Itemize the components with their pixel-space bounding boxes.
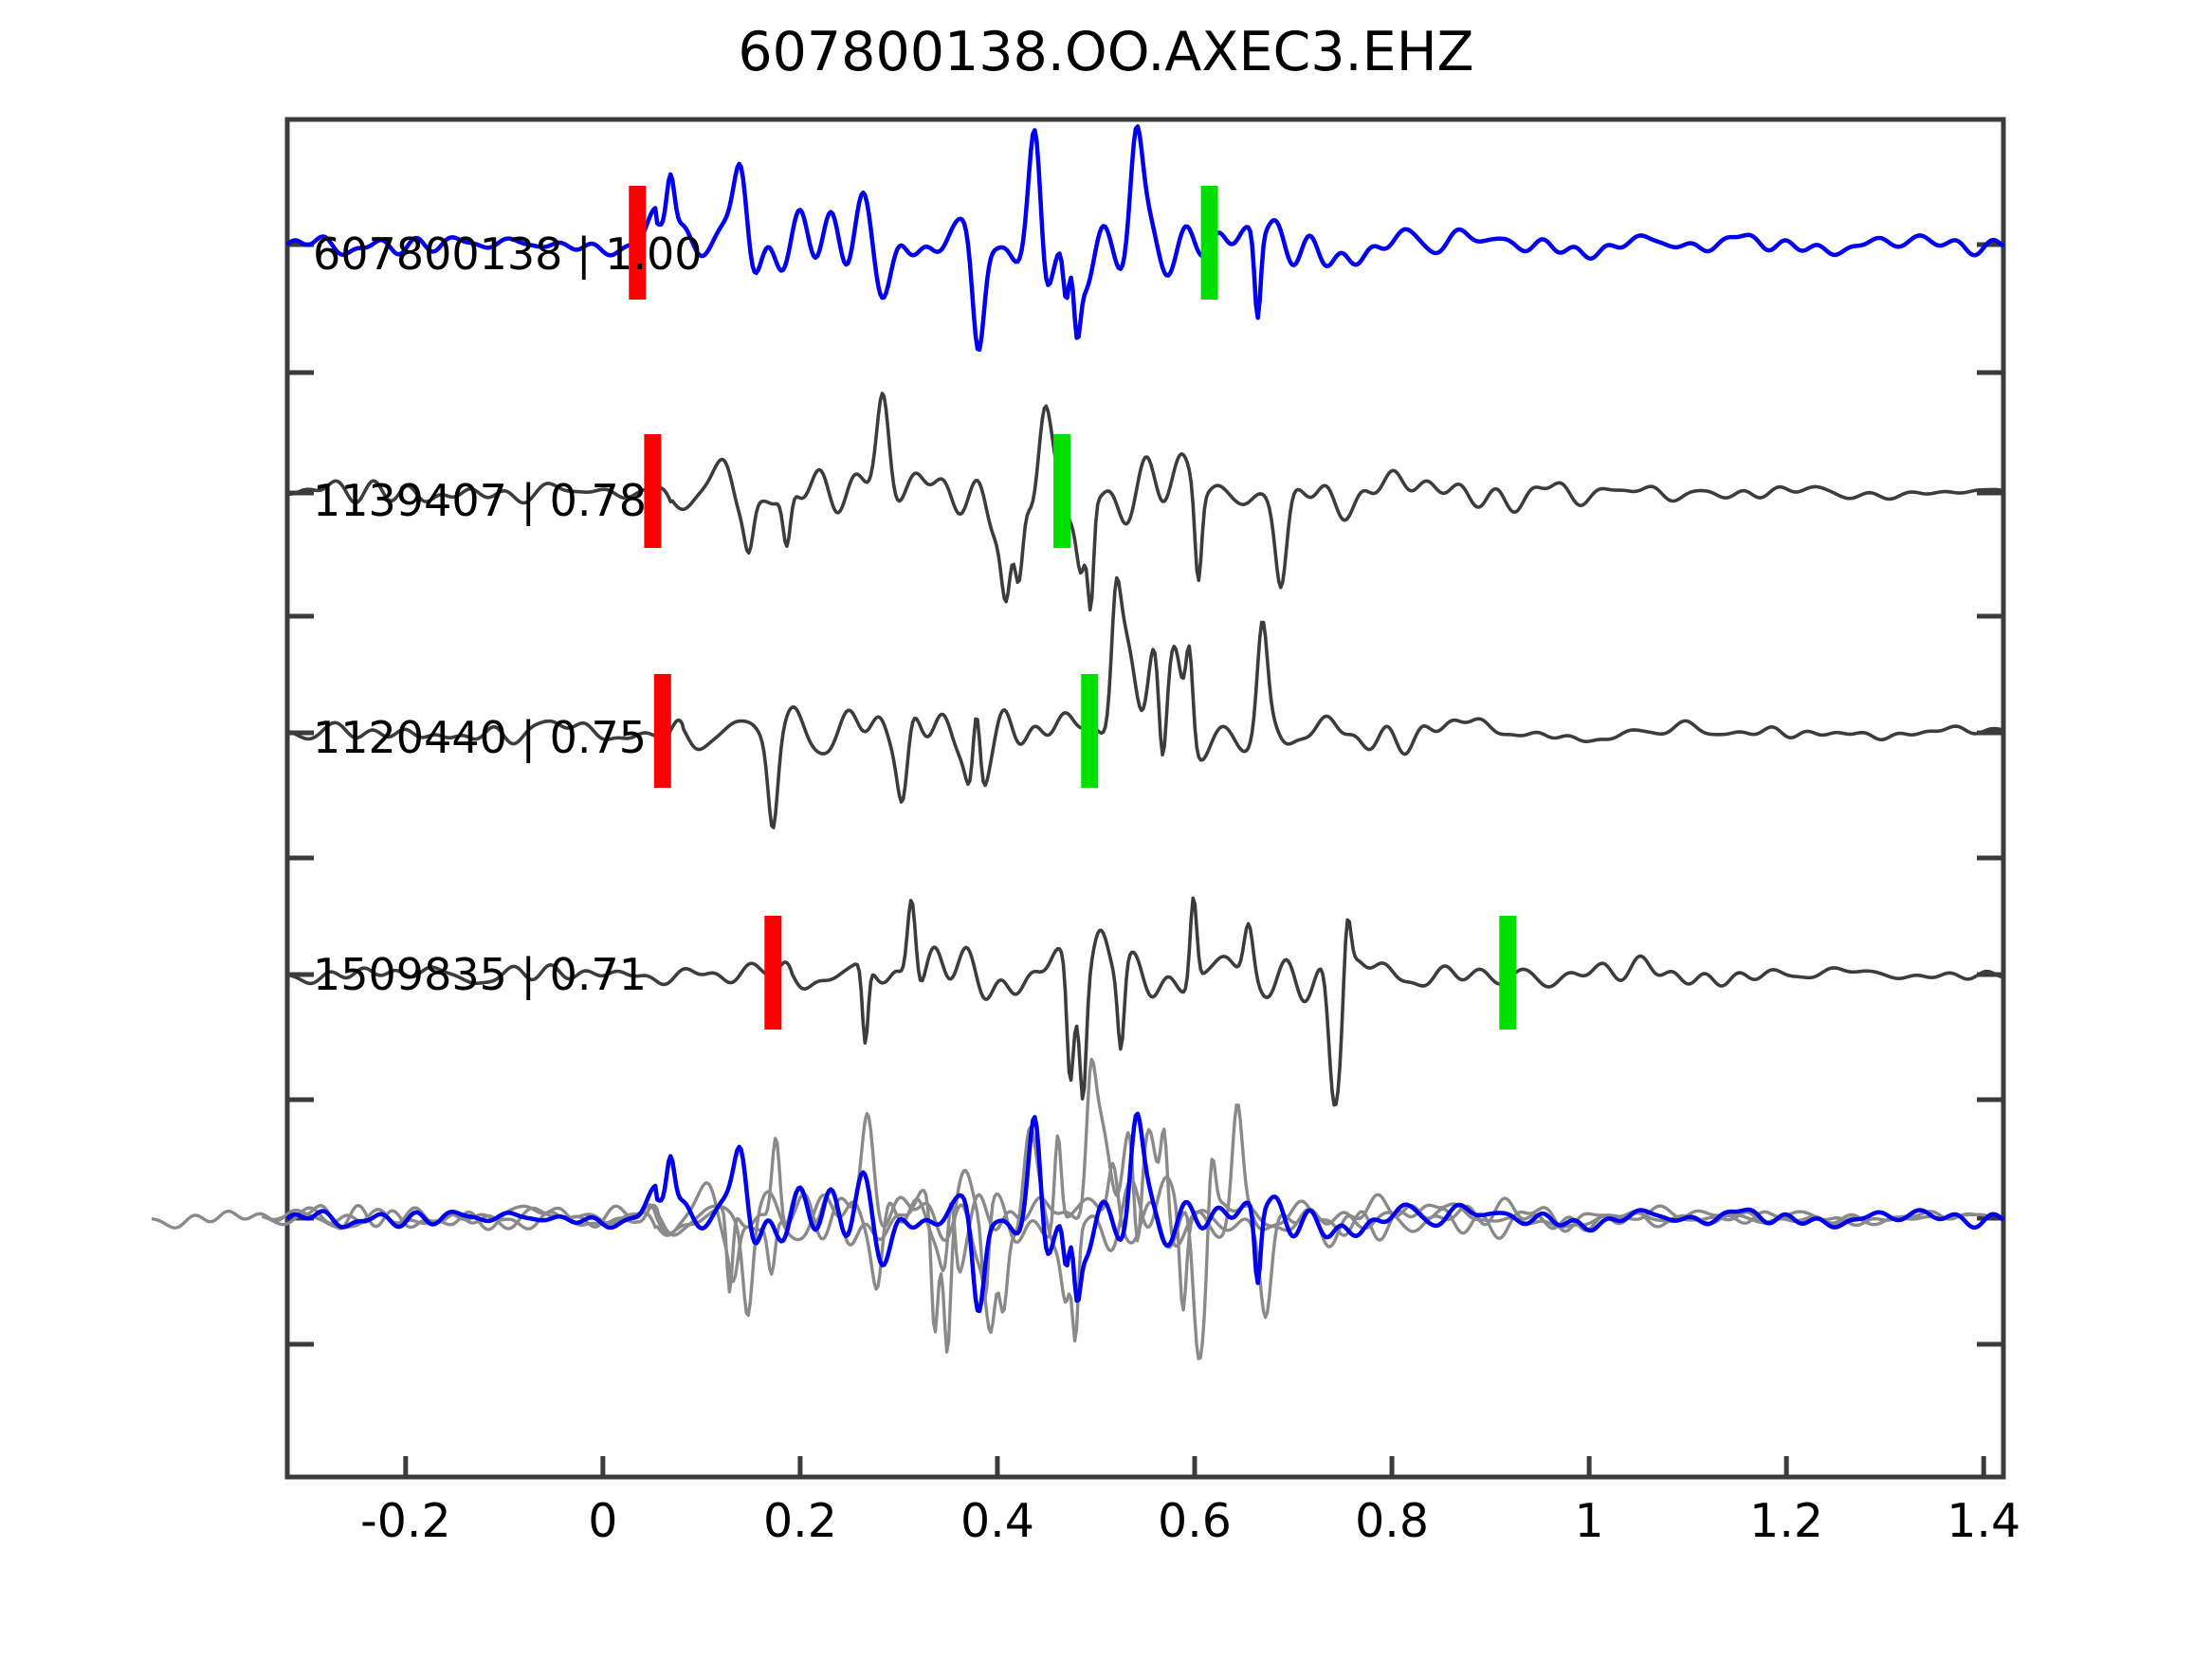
trace-label: 607800138 | 1.00 (313, 228, 703, 280)
x-tick-label: -0.2 (360, 1494, 451, 1548)
s-pick-marker (1081, 674, 1099, 788)
waveform-trace (286, 575, 2004, 830)
page-title: 607800138.OO.AXEC3.EHZ (738, 21, 1474, 83)
x-tick-label: 0.2 (762, 1494, 837, 1548)
x-tick-label: 1.2 (1749, 1494, 1824, 1548)
p-pick-marker (764, 916, 782, 1030)
p-pick-marker (653, 674, 671, 788)
s-pick-marker (1053, 434, 1071, 548)
x-tick-label: 1 (1574, 1494, 1604, 1548)
x-tick-label: 0.4 (960, 1494, 1034, 1548)
waveform-trace (285, 124, 2005, 353)
s-pick-marker (1200, 186, 1218, 300)
trace-label: 1139407 | 0.78 (313, 475, 648, 526)
waveform-trace (286, 896, 2004, 1107)
trace-label: 1509835 | 0.71 (313, 949, 648, 1000)
p-pick-marker (629, 186, 647, 300)
overlay-waveform-trace (262, 1057, 1979, 1318)
x-tick-label: 0 (588, 1494, 618, 1548)
x-tick-label: 0.8 (1355, 1494, 1430, 1548)
waveform-trace (286, 392, 2004, 612)
trace-label: 1120440 | 0.75 (313, 712, 648, 763)
y-axis-ticks (287, 117, 2003, 1480)
pick-markers (629, 186, 1517, 1030)
waveform-traces (151, 124, 2005, 1360)
x-tick-label: 0.6 (1158, 1494, 1232, 1548)
s-pick-marker (1499, 916, 1517, 1030)
plot-frame (284, 117, 2006, 1480)
x-axis-ticks (403, 1456, 1986, 1477)
x-tick-label: 1.4 (1947, 1494, 2021, 1548)
p-pick-marker (644, 434, 662, 548)
overlay-waveform-trace (285, 1111, 2005, 1314)
